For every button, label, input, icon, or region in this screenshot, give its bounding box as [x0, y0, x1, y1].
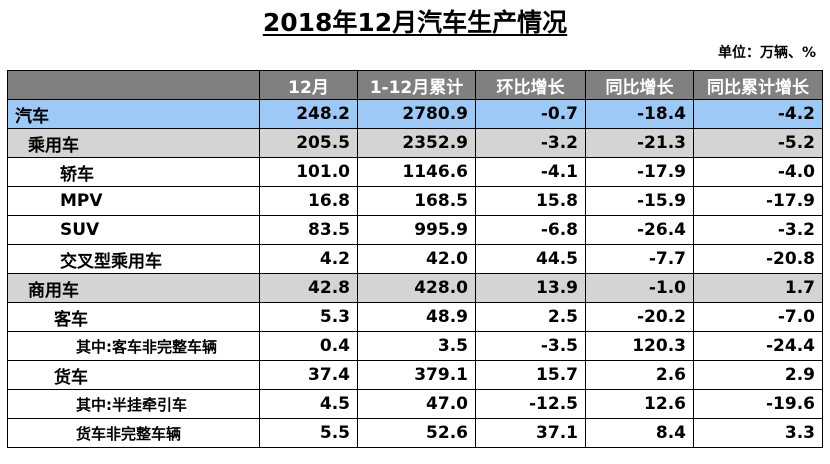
cell-month: 4.2	[259, 244, 358, 274]
cell-yoy: 12.6	[585, 389, 694, 419]
cell-yoy-cumulative: -4.0	[693, 157, 823, 187]
cell-yoy-cumulative: -24.4	[693, 331, 823, 361]
cell-mom: -3.2	[475, 128, 586, 158]
cell-month: 16.8	[259, 186, 358, 216]
cell-mom: 13.9	[475, 273, 586, 303]
table-row: 乘用车 205.5 2352.9 -3.2 -21.3 -5.2	[7, 128, 823, 158]
cell-yoy-cumulative: -7.0	[693, 302, 823, 332]
cell-yoy-cumulative: -17.9	[693, 186, 823, 216]
cell-yoy: 2.6	[585, 360, 694, 390]
cell-yoy-cumulative: -20.8	[693, 244, 823, 274]
row-label: SUV	[7, 215, 260, 245]
page-title: 2018年12月汽车生产情况	[0, 6, 830, 40]
cell-yoy: -18.4	[585, 99, 694, 129]
cell-yoy-cumulative: 2.9	[693, 360, 823, 390]
cell-mom: 15.8	[475, 186, 586, 216]
cell-month: 83.5	[259, 215, 358, 245]
cell-mom: 37.1	[475, 418, 586, 448]
cell-month: 248.2	[259, 99, 358, 129]
cell-yoy-cumulative: -19.6	[693, 389, 823, 419]
row-label: MPV	[7, 186, 260, 216]
row-label: 汽车	[7, 99, 260, 129]
cell-month: 205.5	[259, 128, 358, 158]
cell-month: 101.0	[259, 157, 358, 187]
cell-yoy-cumulative: 3.3	[693, 418, 823, 448]
header-row: 12月 1-12月累计 环比增长 同比增长 同比累计增长	[7, 70, 823, 100]
cell-cumulative: 2780.9	[357, 99, 476, 129]
row-label: 其中:客车非完整车辆	[7, 331, 260, 361]
cell-mom: -12.5	[475, 389, 586, 419]
header-cell-yoy: 同比增长	[585, 70, 694, 100]
cell-cumulative: 2352.9	[357, 128, 476, 158]
cell-mom: 15.7	[475, 360, 586, 390]
header-cell-yoy-cumulative: 同比累计增长	[693, 70, 823, 100]
cell-yoy: -7.7	[585, 244, 694, 274]
table-row: 货车非完整车辆 5.5 52.6 37.1 8.4 3.3	[7, 418, 823, 448]
row-label: 乘用车	[7, 128, 260, 158]
header-cell-name	[7, 70, 260, 100]
table-row: 交叉型乘用车 4.2 42.0 44.5 -7.7 -20.8	[7, 244, 823, 274]
row-label: 商用车	[7, 273, 260, 303]
title-text: 2018年12月汽车生产情况	[262, 8, 568, 37]
cell-yoy: -20.2	[585, 302, 694, 332]
cell-yoy: -21.3	[585, 128, 694, 158]
cell-cumulative: 1146.6	[357, 157, 476, 187]
table-row: 汽车 248.2 2780.9 -0.7 -18.4 -4.2	[7, 99, 823, 129]
table-row: 客车 5.3 48.9 2.5 -20.2 -7.0	[7, 302, 823, 332]
cell-mom: -3.5	[475, 331, 586, 361]
cell-mom: -6.8	[475, 215, 586, 245]
cell-yoy: 8.4	[585, 418, 694, 448]
cell-mom: 44.5	[475, 244, 586, 274]
unit-label: 单位：万辆、%	[717, 45, 816, 61]
table-row: 商用车 42.8 428.0 13.9 -1.0 1.7	[7, 273, 823, 303]
header-cell-mom: 环比增长	[475, 70, 586, 100]
cell-yoy: -15.9	[585, 186, 694, 216]
cell-yoy-cumulative: -5.2	[693, 128, 823, 158]
cell-cumulative: 47.0	[357, 389, 476, 419]
cell-yoy: -1.0	[585, 273, 694, 303]
table-row: 其中:客车非完整车辆 0.4 3.5 -3.5 120.3 -24.4	[7, 331, 823, 361]
cell-yoy-cumulative: -3.2	[693, 215, 823, 245]
cell-cumulative: 379.1	[357, 360, 476, 390]
cell-mom: 2.5	[475, 302, 586, 332]
cell-month: 37.4	[259, 360, 358, 390]
cell-cumulative: 168.5	[357, 186, 476, 216]
cell-month: 42.8	[259, 273, 358, 303]
cell-cumulative: 3.5	[357, 331, 476, 361]
production-table: 12月 1-12月累计 环比增长 同比增长 同比累计增长 汽车 248.2 27…	[7, 70, 823, 448]
table-row: 货车 37.4 379.1 15.7 2.6 2.9	[7, 360, 823, 390]
cell-month: 5.5	[259, 418, 358, 448]
cell-cumulative: 42.0	[357, 244, 476, 274]
cell-mom: -4.1	[475, 157, 586, 187]
table-row: MPV 16.8 168.5 15.8 -15.9 -17.9	[7, 186, 823, 216]
cell-month: 5.3	[259, 302, 358, 332]
cell-yoy-cumulative: 1.7	[693, 273, 823, 303]
cell-cumulative: 52.6	[357, 418, 476, 448]
cell-month: 0.4	[259, 331, 358, 361]
cell-yoy: 120.3	[585, 331, 694, 361]
row-label: 轿车	[7, 157, 260, 187]
cell-yoy-cumulative: -4.2	[693, 99, 823, 129]
cell-yoy: -26.4	[585, 215, 694, 245]
row-label: 货车非完整车辆	[7, 418, 260, 448]
cell-cumulative: 48.9	[357, 302, 476, 332]
table-row: SUV 83.5 995.9 -6.8 -26.4 -3.2	[7, 215, 823, 245]
header-cell-cumulative: 1-12月累计	[357, 70, 476, 100]
row-label: 客车	[7, 302, 260, 332]
table-row: 其中:半挂牵引车 4.5 47.0 -12.5 12.6 -19.6	[7, 389, 823, 419]
row-label: 货车	[7, 360, 260, 390]
row-label: 交叉型乘用车	[7, 244, 260, 274]
cell-cumulative: 428.0	[357, 273, 476, 303]
cell-month: 4.5	[259, 389, 358, 419]
table-row: 轿车 101.0 1146.6 -4.1 -17.9 -4.0	[7, 157, 823, 187]
cell-cumulative: 995.9	[357, 215, 476, 245]
row-label: 其中:半挂牵引车	[7, 389, 260, 419]
cell-mom: -0.7	[475, 99, 586, 129]
cell-yoy: -17.9	[585, 157, 694, 187]
header-cell-month: 12月	[259, 70, 358, 100]
